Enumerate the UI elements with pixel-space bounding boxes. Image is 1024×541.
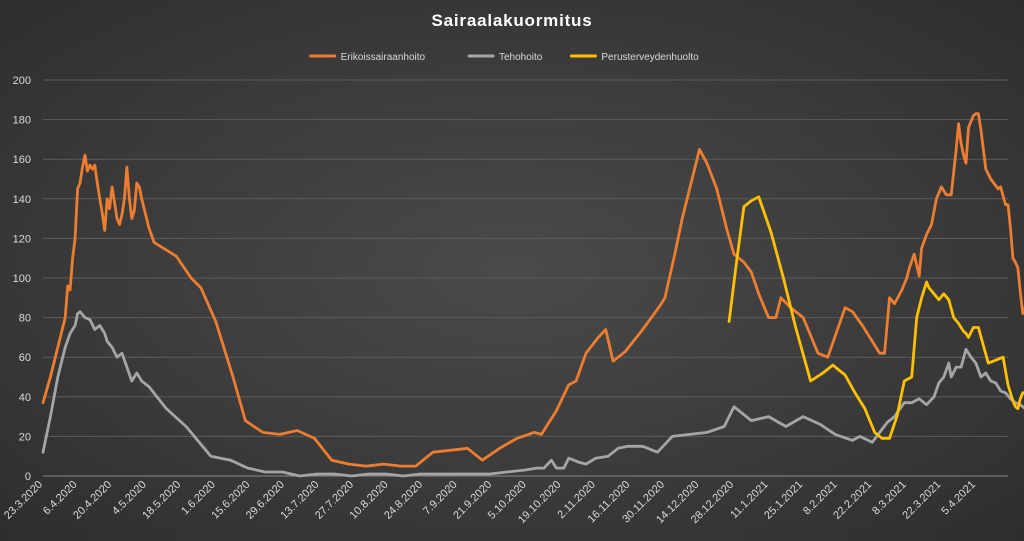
legend-item: Perusterveydenhuolto [569, 52, 699, 63]
y-tick-label: 180 [13, 115, 31, 127]
legend-label: Tehohoito [499, 52, 543, 63]
y-tick-label: 60 [19, 352, 31, 364]
y-axis: 0 20 40 60 80 100 120 140 160 180 200 [13, 75, 31, 483]
legend-label: Erikoissairaanhoito [341, 52, 426, 63]
chart-legend: Erikoissairaanhoito Tehohoito Perusterveyd… [309, 52, 699, 63]
series-layer [41, 112, 1024, 478]
x-tick-label: 5.4.2021 [939, 479, 978, 518]
legend-item: Erikoissairaanhoito [309, 52, 426, 63]
y-tick-label: 20 [19, 431, 31, 443]
y-tick-label: 0 [25, 471, 31, 483]
gridlines [43, 79, 1008, 477]
series-line-erikoissairaanhoito [41, 112, 1024, 468]
chart-title: Sairaalakuormitus [432, 11, 593, 30]
y-tick-label: 120 [13, 233, 31, 245]
x-tick-label: 23.3.2020 [2, 479, 45, 522]
series-line-tehohoito [41, 310, 1024, 478]
legend-label: Perusterveydenhuolto [601, 52, 699, 63]
y-tick-label: 100 [13, 273, 31, 285]
y-tick-label: 200 [13, 75, 31, 87]
series-line-perusterveydenhuolto [727, 195, 1024, 440]
y-tick-label: 80 [19, 313, 31, 325]
y-tick-label: 160 [13, 154, 31, 166]
y-tick-label: 140 [13, 194, 31, 206]
y-tick-label: 40 [19, 392, 31, 404]
legend-item: Tehohoito [467, 52, 543, 63]
x-axis: 23.3.20206.4.202020.4.20204.5.202018.5.2… [2, 475, 1008, 526]
